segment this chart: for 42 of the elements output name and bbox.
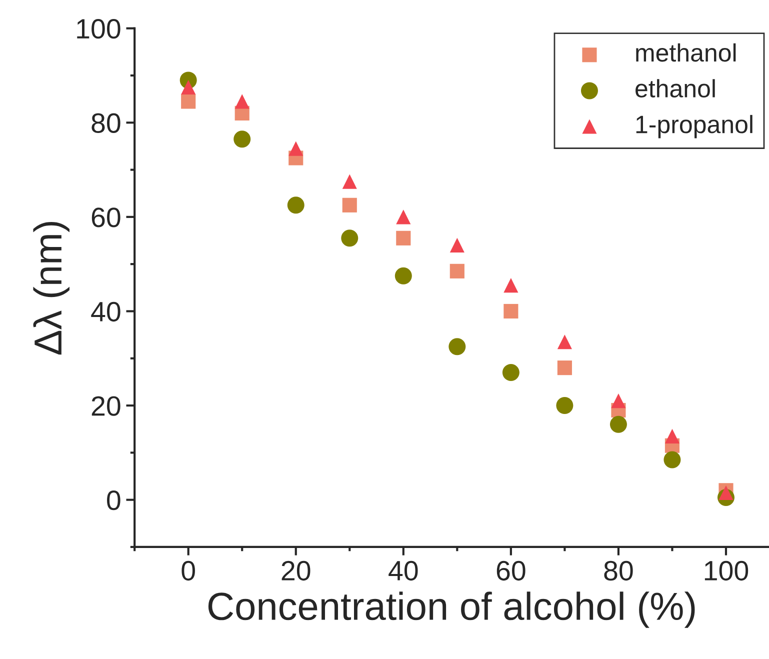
- point: [287, 196, 304, 214]
- point: [450, 264, 464, 278]
- y-tick-label: 60: [92, 208, 120, 228]
- point: [664, 428, 680, 444]
- point: [394, 267, 412, 284]
- y-tick-label: 100: [77, 19, 120, 39]
- y-axis-title: Δλ (nm): [33, 222, 70, 355]
- point: [181, 80, 196, 95]
- point: [396, 230, 411, 246]
- point: [181, 94, 196, 109]
- x-tick-label: 80: [604, 560, 633, 581]
- x-tick-label: 60: [496, 560, 526, 581]
- x-axis-title: Concentration of alcohol (%): [208, 592, 695, 628]
- y-tick-label: 0: [107, 490, 120, 510]
- point: [342, 174, 357, 189]
- legend-label: 1-propanol: [636, 114, 752, 138]
- x-tick-label: 20: [282, 560, 310, 581]
- y-tick-label: 80: [92, 113, 120, 133]
- point: [234, 94, 250, 109]
- point: [341, 230, 358, 247]
- point: [448, 338, 466, 356]
- point: [396, 210, 411, 224]
- point: [288, 141, 304, 156]
- point: [504, 304, 518, 319]
- point: [610, 416, 627, 433]
- point: [664, 451, 681, 468]
- x-tick-label: 100: [704, 560, 748, 581]
- point: [611, 394, 626, 408]
- legend-label: ethanol: [636, 79, 715, 98]
- y-tick-label: 20: [92, 396, 120, 416]
- point: [502, 364, 520, 382]
- point: [557, 334, 572, 350]
- point: [556, 397, 574, 414]
- legend-label: methanol: [636, 43, 736, 62]
- point: [557, 360, 572, 376]
- x-tick-label: 40: [388, 560, 418, 581]
- point: [450, 238, 464, 253]
- point: [234, 130, 251, 148]
- point: [504, 278, 518, 293]
- y-tick-label: 40: [91, 302, 120, 322]
- point: [342, 198, 357, 212]
- x-tick-label: 0: [182, 560, 195, 581]
